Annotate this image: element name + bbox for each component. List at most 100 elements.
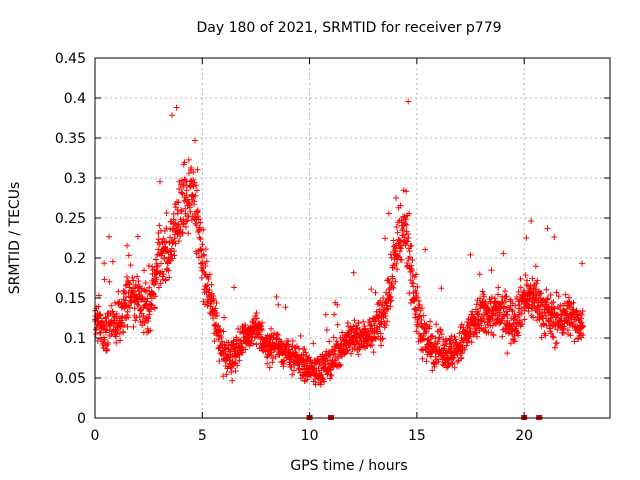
- data-point: [579, 323, 586, 330]
- data-point: [176, 185, 183, 192]
- data-point: [135, 278, 142, 285]
- data-point: [220, 373, 227, 380]
- data-point: [97, 329, 104, 336]
- data-point: [163, 210, 170, 217]
- data-point: [230, 337, 237, 344]
- data-point: [457, 324, 464, 331]
- data-point: [145, 315, 152, 322]
- data-point: [481, 318, 488, 325]
- data-point: [388, 254, 395, 261]
- data-point: [372, 289, 379, 296]
- data-point: [374, 328, 381, 335]
- data-point: [163, 238, 170, 245]
- data-point: [184, 217, 191, 224]
- data-point: [146, 311, 153, 318]
- data-point: [429, 367, 436, 374]
- data-point: [398, 256, 405, 263]
- data-point: [362, 325, 369, 332]
- plot-frame: [94, 57, 611, 419]
- data-point: [102, 323, 109, 330]
- data-point: [382, 313, 389, 320]
- data-point: [436, 334, 443, 341]
- data-point: [105, 339, 112, 346]
- data-point: [516, 301, 523, 308]
- data-point: [124, 323, 131, 330]
- data-point: [368, 286, 375, 293]
- data-point: [355, 320, 362, 327]
- data-point: [289, 337, 296, 344]
- data-point: [529, 275, 536, 282]
- data-point: [392, 278, 399, 285]
- data-point: [198, 247, 205, 254]
- data-point: [406, 290, 413, 297]
- data-point: [242, 346, 249, 353]
- data-point: [315, 357, 322, 364]
- data-point: [127, 262, 134, 269]
- y-tick-label: 0.3: [64, 171, 86, 187]
- data-point: [567, 332, 574, 339]
- data-point: [174, 210, 181, 217]
- data-point: [186, 170, 193, 177]
- data-point: [403, 221, 410, 228]
- data-point: [195, 254, 202, 261]
- data-point: [461, 346, 468, 353]
- data-point: [161, 227, 168, 234]
- data-point: [390, 284, 397, 291]
- data-point: [178, 208, 185, 215]
- data-point: [377, 297, 384, 304]
- data-point: [253, 341, 260, 348]
- data-point: [396, 237, 403, 244]
- data-point: [507, 340, 514, 347]
- data-point: [378, 321, 385, 328]
- data-point: [253, 315, 260, 322]
- data-point: [513, 319, 520, 326]
- data-point: [169, 255, 176, 262]
- data-point: [296, 345, 303, 352]
- data-point: [489, 322, 496, 329]
- data-point: [290, 367, 297, 374]
- data-point: [273, 294, 280, 301]
- data-point: [405, 98, 412, 105]
- data-point: [375, 333, 382, 340]
- data-point: [411, 297, 418, 304]
- data-point: [447, 340, 454, 347]
- data-point: [407, 277, 414, 284]
- x-tick-label: 0: [91, 428, 100, 444]
- data-point: [178, 189, 185, 196]
- data-point: [512, 302, 519, 309]
- data-point: [191, 179, 198, 186]
- data-point: [562, 291, 569, 298]
- data-point: [176, 178, 183, 185]
- data-point: [516, 309, 523, 316]
- data-point: [206, 286, 213, 293]
- data-point: [215, 322, 222, 329]
- data-point: [193, 222, 200, 229]
- data-point: [458, 350, 465, 357]
- data-point: [142, 279, 149, 286]
- data-point: [131, 305, 138, 312]
- data-point: [183, 218, 190, 225]
- data-point: [181, 159, 188, 166]
- data-point: [116, 330, 123, 337]
- data-point: [346, 344, 353, 351]
- data-point: [275, 332, 282, 339]
- x-axis-label: GPS time / hours: [290, 458, 407, 474]
- data-point: [239, 344, 246, 351]
- data-point: [227, 363, 234, 370]
- data-point: [162, 276, 169, 283]
- data-point: [193, 187, 200, 194]
- data-point: [228, 365, 235, 372]
- data-point: [413, 321, 420, 328]
- data-point: [557, 302, 564, 309]
- x-tick-label: 10: [301, 428, 319, 444]
- data-point: [502, 288, 509, 295]
- data-point: [154, 262, 161, 269]
- data-point: [284, 341, 291, 348]
- data-point: [549, 333, 556, 340]
- data-point: [579, 260, 586, 267]
- data-point: [200, 226, 207, 233]
- data-point: [488, 294, 495, 301]
- data-point: [428, 333, 435, 340]
- data-point: [533, 280, 540, 287]
- data-point: [534, 277, 541, 284]
